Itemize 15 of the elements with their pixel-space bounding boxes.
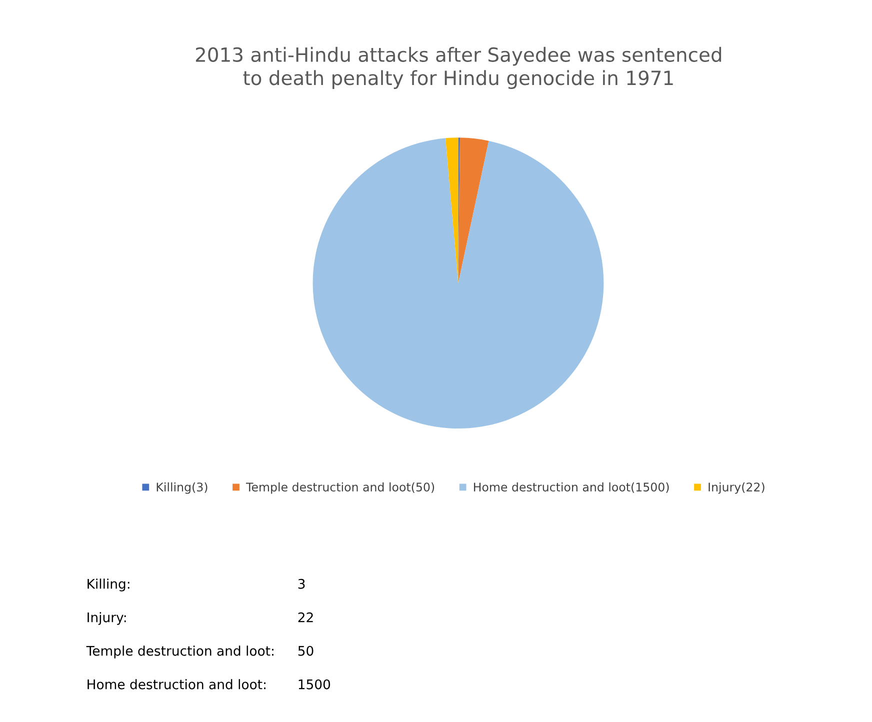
text: 22: [298, 612, 313, 622]
text: Killing:: [88, 578, 130, 592]
pie-slice: [458, 138, 489, 284]
text: 50: [298, 646, 314, 656]
text: 1500: [298, 679, 330, 690]
legend-label: Injury(22): [708, 482, 764, 494]
pie-slice: [312, 138, 604, 428]
text: 3: [298, 578, 305, 589]
legend-label: Killing(3): [156, 482, 208, 494]
legend-label: Temple destruction and loot(50): [246, 482, 434, 494]
legend-label: Home destruction and loot(1500): [474, 482, 669, 493]
chart-title: 2013 anti-Hindu attacks after Sayedee was sentenced to death penalty for Hindu genocide in 1971: [196, 46, 722, 89]
text: Injury:: [88, 612, 126, 625]
text: Temple destruction and loot:: [86, 646, 274, 658]
text: Home destruction and loot:: [88, 679, 266, 690]
